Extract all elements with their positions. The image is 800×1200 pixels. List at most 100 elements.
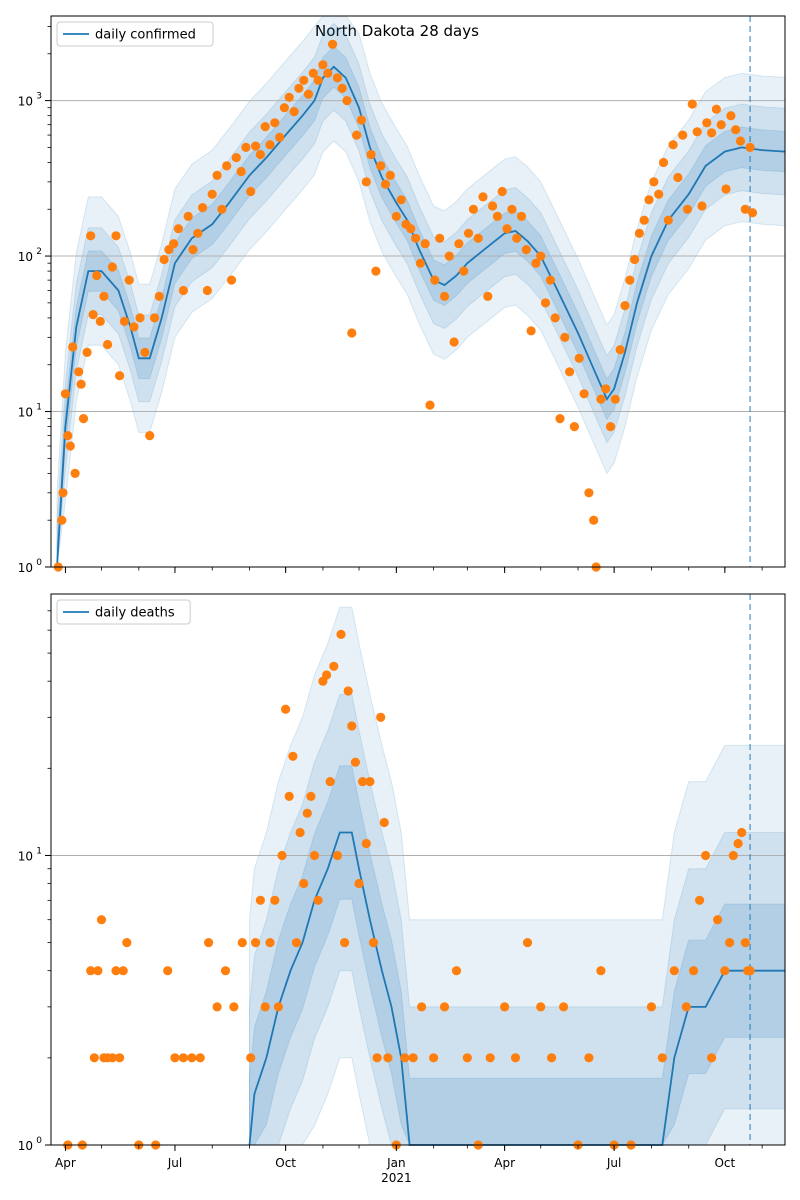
legend-box <box>56 599 191 625</box>
observed-point-134 <box>663 215 673 225</box>
observed-point-105 <box>526 326 536 336</box>
observed-point-72 <box>366 149 376 160</box>
observed-point-26 <box>251 938 261 948</box>
observed-point-131 <box>649 177 659 187</box>
observed-point-73 <box>371 266 381 276</box>
observed-point-31 <box>169 239 179 249</box>
x-tick-label-4: Apr <box>494 1156 515 1170</box>
observed-point-144 <box>711 104 722 114</box>
observed-point-104 <box>521 245 531 255</box>
observed-point-137 <box>678 130 688 140</box>
observed-point-55 <box>284 92 294 102</box>
observed-point-115 <box>574 353 584 363</box>
observed-point-46 <box>241 142 251 152</box>
observed-point-121 <box>601 384 611 394</box>
observed-point-96 <box>483 291 493 301</box>
observed-point-10 <box>78 414 89 424</box>
observed-point-54 <box>279 103 289 113</box>
model-line <box>56 65 786 568</box>
legend: daily deaths <box>56 599 191 625</box>
observed-point-66 <box>337 83 347 93</box>
observed-point-21 <box>119 316 129 326</box>
observed-point-19 <box>195 1053 205 1063</box>
observed-point-69 <box>352 130 362 140</box>
observed-point-63 <box>400 1053 410 1063</box>
observed-point-97 <box>488 201 498 211</box>
observed-point-89 <box>449 337 459 347</box>
legend-label: daily deaths <box>95 606 175 621</box>
observed-point-3 <box>89 1053 99 1063</box>
observed-point-15 <box>95 316 105 326</box>
observed-point-22 <box>124 275 134 285</box>
observed-point-99 <box>497 186 507 197</box>
observed-point-12 <box>86 231 96 241</box>
observed-point-95 <box>733 838 743 849</box>
observed-point-74 <box>522 938 533 948</box>
observed-point-65 <box>332 73 342 83</box>
observed-point-83 <box>646 1002 657 1012</box>
observed-point-80 <box>596 966 606 976</box>
series-line-daily-confirmed <box>56 65 786 568</box>
observed-point-94 <box>728 850 738 861</box>
observed-point-35 <box>188 245 198 255</box>
observed-point-116 <box>579 389 589 399</box>
observed-point-47 <box>246 186 256 197</box>
observed-point-109 <box>545 275 556 285</box>
observed-point-77 <box>391 211 401 221</box>
observed-point-28 <box>154 291 164 301</box>
axes-frame <box>50 15 786 568</box>
observed-points <box>63 629 755 1150</box>
observed-point-25 <box>246 1053 256 1063</box>
observed-point-31 <box>273 1002 283 1012</box>
observed-point-64 <box>408 1053 418 1063</box>
observed-point-69 <box>462 1053 472 1063</box>
observed-point-146 <box>721 184 731 194</box>
observed-point-44 <box>231 153 241 163</box>
observed-point-75 <box>380 179 391 189</box>
observed-point-81 <box>411 233 421 243</box>
observed-point-60 <box>308 68 318 78</box>
observed-point-24 <box>237 938 247 948</box>
observed-point-9 <box>111 966 121 976</box>
observed-point-62 <box>318 60 328 70</box>
observed-point-93 <box>725 938 735 948</box>
observed-point-136 <box>673 172 683 183</box>
y-tick-exponent-0: 0 <box>36 1136 42 1146</box>
observed-point-71 <box>485 1053 495 1063</box>
observed-point-14 <box>92 270 102 281</box>
observed-point-70 <box>356 115 366 125</box>
observed-point-125 <box>620 301 630 311</box>
observed-point-77 <box>559 1002 569 1012</box>
observed-point-92 <box>720 966 730 976</box>
observed-point-33 <box>281 704 291 714</box>
observed-point-139 <box>687 99 697 109</box>
observed-point-138 <box>682 204 693 214</box>
x-tick-label-3: Jan <box>386 1156 406 1170</box>
observed-point-72 <box>500 1002 510 1012</box>
observed-point-52 <box>350 757 360 767</box>
observed-point-150 <box>740 204 750 214</box>
observed-point-96 <box>737 827 747 838</box>
observed-point-27 <box>255 895 265 905</box>
x-tick-label-0: Apr <box>55 1156 76 1170</box>
observed-point-61 <box>383 1053 393 1063</box>
y-gridlines <box>51 100 785 413</box>
y-tick-exponent-3: 3 <box>36 92 42 102</box>
observed-point-51 <box>265 140 275 150</box>
observed-point-74 <box>376 161 386 171</box>
observed-point-45 <box>325 777 335 787</box>
observed-points <box>53 39 758 572</box>
observed-point-102 <box>512 233 522 243</box>
observed-point-5 <box>65 441 75 451</box>
observed-point-147 <box>726 111 736 121</box>
observed-point-120 <box>596 394 606 404</box>
observed-point-42 <box>313 895 323 905</box>
observed-point-108 <box>540 298 551 308</box>
observed-point-41 <box>217 204 227 214</box>
observed-point-13 <box>88 310 98 320</box>
observed-point-22 <box>220 966 231 976</box>
y-tick-label-1: 10 <box>18 406 33 420</box>
observed-point-18 <box>187 1053 197 1063</box>
